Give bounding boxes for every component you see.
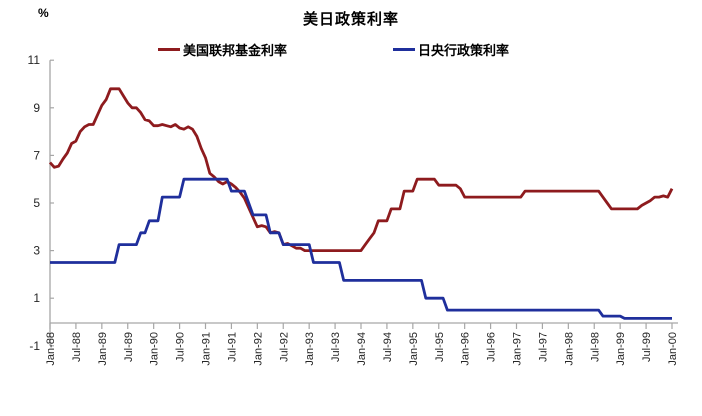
x-tick-label: Jan-96 (460, 332, 472, 366)
legend-item-boj-policy: 日央行政策利率 (393, 40, 509, 59)
y-tick-label: 3 (33, 244, 40, 258)
y-tick-label: 9 (33, 101, 40, 115)
x-tick-label: Jul-99 (641, 332, 653, 362)
x-tick-label: Jan-88 (45, 332, 57, 366)
x-tick-label: Jul-92 (278, 332, 290, 362)
x-tick-label: Jan-92 (252, 332, 264, 366)
x-tick-label: Jul-89 (123, 332, 135, 362)
x-tick-label: Jul-97 (537, 332, 549, 362)
x-tick-label: Jul-90 (175, 332, 187, 362)
x-tick-label: Jul-96 (486, 332, 498, 362)
legend-item-us-fed-funds: 美国联邦基金利率 (158, 40, 287, 59)
x-tick-label: Jan-91 (201, 332, 213, 366)
y-tick-label: 5 (33, 196, 40, 210)
x-tick-label: Jul-88 (71, 332, 83, 362)
x-tick-label: Jan-99 (615, 332, 627, 366)
x-tick-label: Jan-97 (512, 332, 524, 366)
legend-swatch-us-icon (158, 48, 180, 51)
legend-label-us: 美国联邦基金利率 (183, 43, 288, 58)
series-line-boj-policy (50, 177, 672, 320)
chart-title: 美日政策利率 (302, 11, 399, 28)
x-tick-label: Jan-00 (667, 332, 679, 366)
legend-label-jp: 日央行政策利率 (418, 43, 510, 58)
y-tick-label: -1 (29, 339, 40, 353)
y-tick-label: 1 (33, 291, 40, 305)
x-tick-label: Jan-90 (149, 332, 161, 366)
x-tick-label: Jan-95 (408, 332, 420, 366)
x-tick-label: Jul-91 (226, 332, 238, 362)
x-tick-label: Jul-94 (382, 332, 394, 362)
x-tick-label: Jul-95 (434, 332, 446, 362)
x-tick-label: Jan-93 (304, 332, 316, 366)
legend-swatch-jp-icon (393, 48, 415, 51)
x-tick-label: Jul-98 (589, 332, 601, 362)
y-axis-unit-label: % (38, 6, 49, 20)
y-tick-label: 11 (28, 53, 41, 67)
x-tick-label: Jan-98 (563, 332, 575, 366)
y-tick-label: 7 (33, 148, 40, 162)
series-line-us-fed-funds (48, 87, 674, 253)
x-tick-label: Jul-93 (330, 332, 342, 362)
x-tick-label: Jan-94 (356, 332, 368, 366)
x-tick-label: Jan-89 (97, 332, 109, 366)
